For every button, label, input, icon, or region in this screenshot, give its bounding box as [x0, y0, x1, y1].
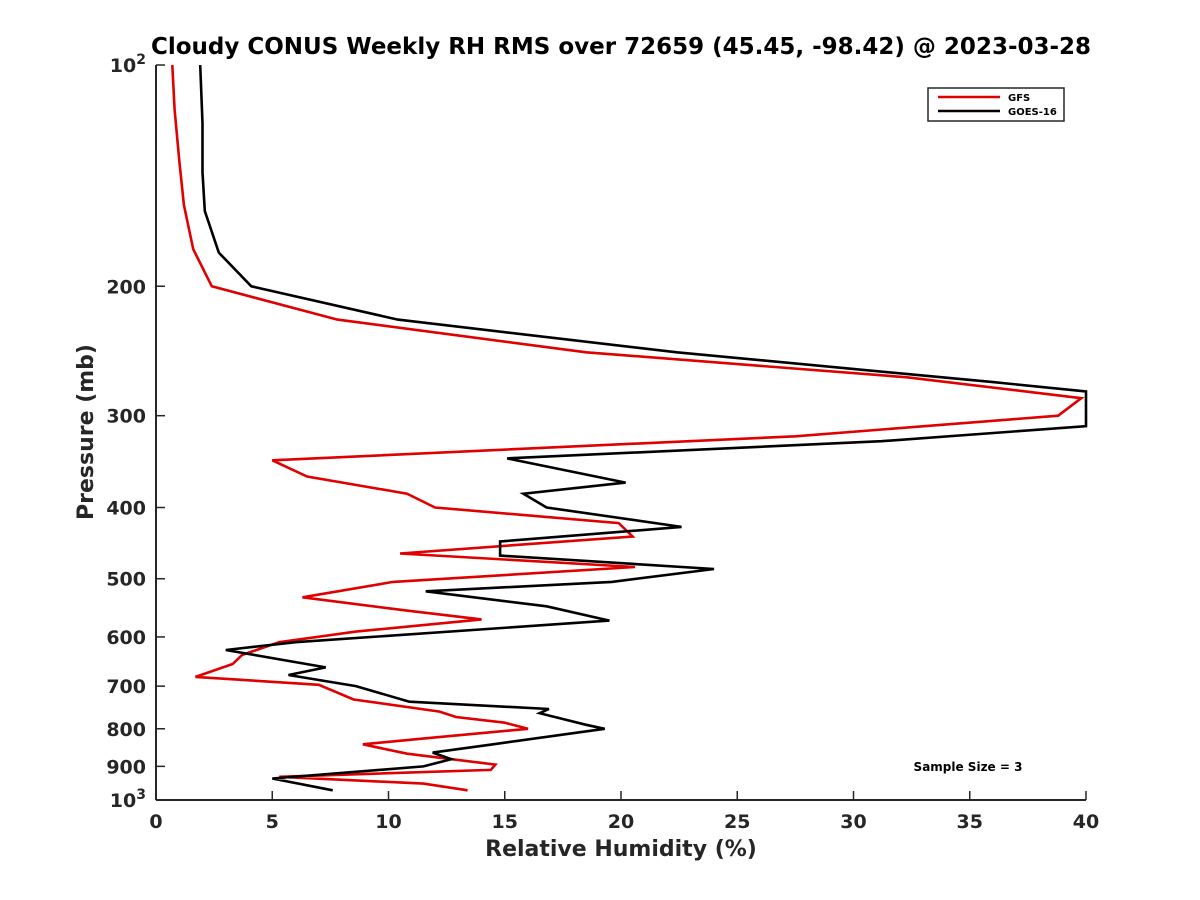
x-tick-label: 25	[724, 811, 750, 833]
x-tick-label: 20	[608, 811, 634, 833]
y-tick-label-exponent: 3	[136, 787, 146, 803]
x-tick-label: 10	[375, 811, 401, 833]
y-tick-label: 500	[106, 569, 146, 591]
x-tick-label: 0	[149, 811, 162, 833]
y-tick-label-base: 10	[110, 55, 136, 77]
y-tick-label-base: 300	[106, 406, 146, 428]
y-tick-label-base: 400	[106, 498, 146, 520]
x-tick-label: 40	[1073, 811, 1099, 833]
legend-label-goes16: GOES-16	[1008, 107, 1057, 118]
y-tick-label-base: 800	[106, 719, 146, 741]
y-tick-label: 300	[106, 406, 146, 428]
legend-box	[927, 87, 1065, 122]
y-tick-label-base: 900	[106, 756, 146, 778]
x-ticks: 0 5 10 15 20 25 30 35 40	[149, 791, 1099, 833]
y-tick-label-exponent: 2	[136, 52, 146, 68]
x-axis-label: Relative Humidity (%)	[485, 837, 757, 862]
y-tick-label: 600	[106, 627, 146, 649]
y-tick-label: 400	[106, 498, 146, 520]
legend: GFS GOES-16	[927, 87, 1065, 122]
y-tick-label: 700	[106, 676, 146, 698]
x-tick-label: 35	[957, 811, 983, 833]
y-tick-label-base: 600	[106, 627, 146, 649]
legend-label-gfs: GFS	[1008, 93, 1030, 104]
y-tick-label: 900	[106, 756, 146, 778]
y-tick-label-base: 10	[110, 790, 136, 812]
y-tick-label: 200	[106, 276, 146, 298]
y-tick-label-base: 500	[106, 569, 146, 591]
y-tick-label: 102	[110, 52, 146, 77]
x-tick-label: 5	[266, 811, 279, 833]
sample-size-annotation: Sample Size = 3	[914, 760, 1023, 774]
x-tick-label: 30	[840, 811, 866, 833]
y-tick-label: 103	[110, 787, 146, 812]
chart-title: Cloudy CONUS Weekly RH RMS over 72659 (4…	[151, 34, 1091, 60]
y-tick-label-base: 700	[106, 676, 146, 698]
x-tick-label: 15	[492, 811, 518, 833]
series-line-goes16	[198, 64, 1088, 792]
y-axis-label: Pressure (mb)	[74, 344, 99, 520]
y-tick-label-base: 200	[106, 276, 146, 298]
y-tick-label: 800	[106, 719, 146, 741]
series-line-gfs	[171, 64, 1085, 792]
series-group	[171, 64, 1088, 792]
